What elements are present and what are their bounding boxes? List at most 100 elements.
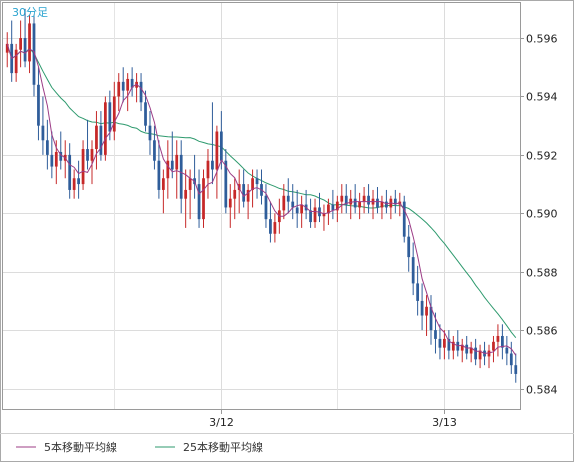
candle-body xyxy=(291,201,295,208)
y-tick-label: 0.596 xyxy=(526,33,558,46)
candle-body xyxy=(469,347,473,354)
candle-body xyxy=(5,43,9,53)
candle-body xyxy=(103,102,107,155)
candle-body xyxy=(206,160,210,179)
candle-body xyxy=(121,81,125,91)
x-axis-ticks: 3/12 3/13 xyxy=(209,409,457,429)
candle-body xyxy=(358,201,362,208)
period-label: 30分足 xyxy=(12,6,48,19)
candle-body xyxy=(416,283,420,301)
candle-body xyxy=(242,184,246,202)
candle-body xyxy=(509,353,513,366)
candle-body xyxy=(202,178,205,220)
candle-body xyxy=(50,154,54,167)
y-tick-label: 0.584 xyxy=(526,384,558,397)
candle-body xyxy=(434,330,437,339)
candle-body xyxy=(179,154,183,199)
candle-body xyxy=(367,195,370,205)
candle-body xyxy=(32,23,36,85)
candle-body xyxy=(170,160,174,170)
candle-body xyxy=(331,204,335,211)
candle-body xyxy=(505,347,509,354)
candle-body xyxy=(54,151,58,167)
candle-body xyxy=(269,219,272,234)
candle-body xyxy=(108,102,112,132)
candle-body xyxy=(465,344,469,354)
candle-body xyxy=(460,344,464,351)
candles xyxy=(5,8,518,383)
candle-body xyxy=(130,78,134,88)
candle-body xyxy=(184,189,188,199)
candle-body xyxy=(81,149,85,185)
candle-body xyxy=(295,207,299,214)
candle-body xyxy=(286,195,290,202)
candle-body xyxy=(188,178,192,190)
y-tick-label: 0.590 xyxy=(526,208,558,221)
candle-body xyxy=(117,81,121,97)
candle-body xyxy=(228,198,232,208)
y-axis-ticks: 0.596 0.594 0.592 0.590 0.588 0.586 0.584 xyxy=(520,33,558,397)
candle-body xyxy=(451,341,455,351)
candle-body xyxy=(309,210,312,223)
y-tick-label: 0.588 xyxy=(526,267,558,280)
candle-body xyxy=(385,201,388,208)
candle-body xyxy=(139,81,143,103)
candle-body xyxy=(474,347,478,360)
candle-body xyxy=(492,341,495,351)
candle-body xyxy=(233,189,237,199)
candle-body xyxy=(393,198,397,205)
candle-body xyxy=(438,338,442,348)
candle-body xyxy=(344,195,348,205)
candle-body xyxy=(251,178,254,190)
candle-body xyxy=(153,140,156,161)
candle-body xyxy=(157,160,161,190)
candle-body xyxy=(37,84,40,126)
candle-body xyxy=(175,154,179,170)
candle-body xyxy=(264,195,268,220)
candle-body xyxy=(86,149,89,161)
candle-body xyxy=(335,201,339,211)
candle-body xyxy=(19,38,22,50)
candle-body xyxy=(322,213,326,217)
candle-body xyxy=(443,338,446,348)
candle-body xyxy=(215,131,219,170)
candle-body xyxy=(429,306,433,331)
ma5-layer xyxy=(6,43,517,356)
candle-body xyxy=(197,184,201,220)
candle-body xyxy=(411,257,415,284)
candle-body xyxy=(95,125,98,150)
candle-body xyxy=(353,198,357,208)
candle-body xyxy=(447,338,451,351)
candle-body xyxy=(90,149,94,161)
y-tick-label: 0.592 xyxy=(526,150,558,163)
candle-body xyxy=(425,306,428,316)
candle-body xyxy=(126,78,130,91)
candle-body xyxy=(300,204,304,214)
candle-body xyxy=(313,207,317,223)
candle-body xyxy=(161,178,165,190)
candle-body xyxy=(282,195,286,211)
candle-body xyxy=(487,350,491,357)
candle-body xyxy=(166,160,170,179)
candle-body xyxy=(402,201,406,237)
candle-body xyxy=(420,300,424,316)
candle-body xyxy=(376,198,379,208)
candle-body xyxy=(14,49,18,74)
candle-body xyxy=(112,96,116,132)
candle-body xyxy=(380,201,384,208)
candle-body xyxy=(219,131,223,161)
candle-body xyxy=(478,350,482,360)
candle-body xyxy=(59,151,63,161)
candle-body xyxy=(496,335,500,342)
candle-body xyxy=(144,102,147,126)
candle-body xyxy=(23,38,27,62)
legend-ma25-label: 25本移動平均線 xyxy=(183,440,263,454)
x-tick-label: 3/13 xyxy=(432,416,457,429)
legend-ma5-label: 5本移動平均線 xyxy=(44,440,117,454)
candle-body xyxy=(327,204,330,214)
candle-body xyxy=(68,154,72,190)
candle-body xyxy=(501,335,504,348)
candle-body xyxy=(246,189,250,202)
x-tick-label: 3/12 xyxy=(209,416,234,429)
